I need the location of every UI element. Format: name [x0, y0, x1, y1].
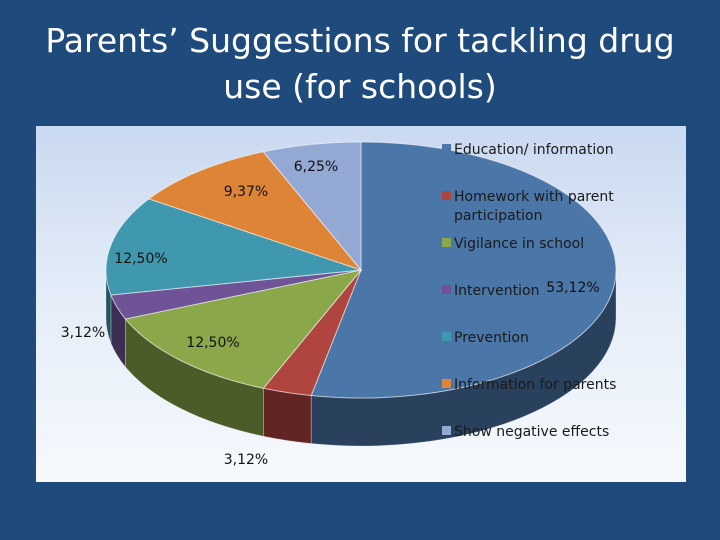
legend-label: Prevention	[454, 330, 529, 346]
legend-swatch	[442, 191, 451, 200]
legend-entry-3: Vigilance in school	[442, 236, 584, 252]
chart-panel: Education/ information Homework with pare…	[36, 126, 686, 482]
legend-entry-7: Show negative effects	[442, 424, 609, 440]
pie-top-faces	[105, 141, 617, 399]
legend-label: Education/ information	[454, 142, 614, 158]
slice-3	[124, 269, 363, 389]
data-label-5: 12,50%	[114, 251, 167, 267]
slice-1	[310, 141, 617, 399]
legend-swatch	[442, 285, 451, 294]
legend-swatch	[442, 332, 451, 341]
legend-entry-5: Prevention	[442, 330, 529, 346]
data-label-1: 53,12%	[546, 280, 599, 296]
legend-label: Vigilance in school	[454, 236, 584, 252]
legend-label: Show negative effects	[454, 424, 609, 440]
slice-side-2	[262, 387, 312, 444]
legend-swatch	[442, 426, 451, 435]
legend-swatch	[442, 238, 451, 247]
legend-entry-2: Homework with parent participation	[442, 189, 614, 224]
data-label-4: 3,12%	[61, 325, 105, 341]
slice-5	[105, 198, 362, 296]
legend-label: Intervention	[454, 283, 539, 299]
slide-title-line-1: Parents’ Suggestions for tackling drug	[45, 21, 675, 60]
slide-title: Parents’ Suggestions for tackling drug u…	[0, 18, 720, 110]
slice-7	[262, 141, 362, 272]
slice-6	[147, 151, 363, 272]
legend-swatch	[442, 379, 451, 388]
data-label-2: 3,12%	[224, 452, 268, 468]
legend-entry-6: Information for parents	[442, 377, 616, 393]
data-label-3: 12,50%	[186, 335, 239, 351]
legend-label: Homework with parent participation	[454, 189, 614, 224]
data-labels: 53,12% 3,12% 12,50% 3,12% 12,50% 9,37% 6,25%	[61, 159, 600, 468]
legend-swatch	[442, 144, 451, 153]
chart-legend: Education/ information Homework with pare…	[442, 142, 616, 440]
legend-entry-1: Education/ information	[442, 142, 614, 158]
legend-label: Information for parents	[454, 377, 616, 393]
pie-chart: Education/ information Homework with pare…	[61, 141, 617, 468]
data-label-7: 6,25%	[294, 159, 338, 175]
data-label-6: 9,37%	[224, 184, 268, 200]
slide-title-line-2: use (for schools)	[223, 67, 497, 106]
legend-entry-4: Intervention	[442, 283, 539, 299]
